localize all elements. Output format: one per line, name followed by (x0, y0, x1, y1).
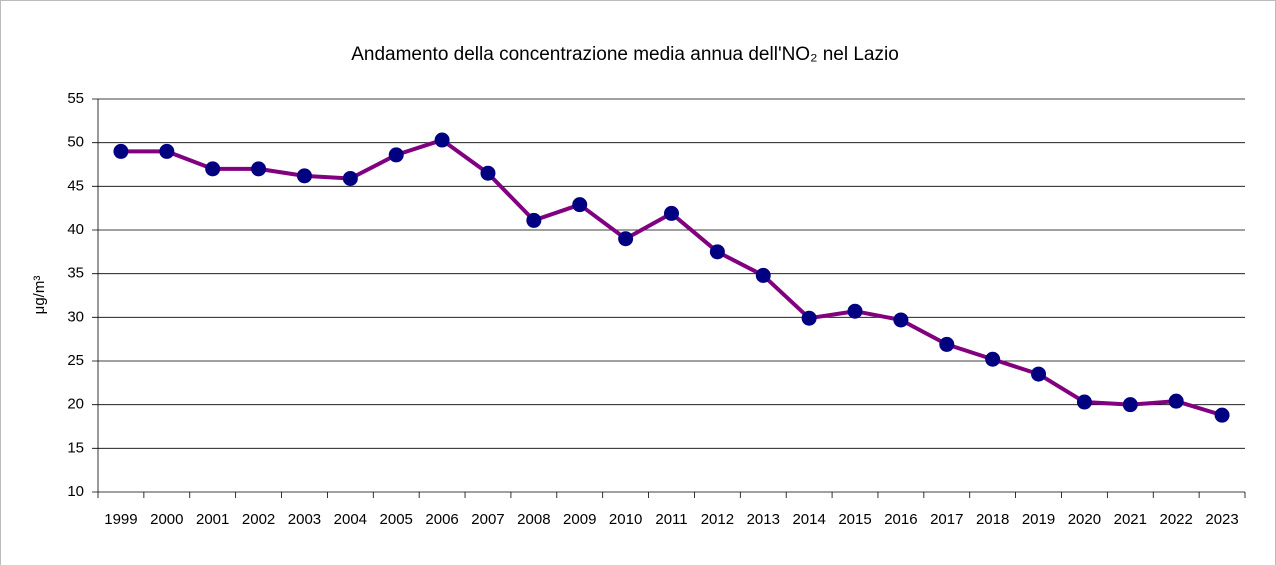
data-point (893, 312, 909, 328)
y-tick-label: 45 (67, 177, 84, 194)
x-tick-label: 2001 (196, 511, 229, 528)
data-line (120, 138, 1223, 418)
x-tick-label: 2019 (1022, 511, 1055, 528)
y-tick-label: 20 (67, 396, 84, 413)
data-point (296, 168, 312, 184)
x-tick-label: 2021 (1114, 511, 1147, 528)
data-point (985, 351, 1001, 367)
data-point (526, 212, 542, 228)
x-tick-label: 2005 (380, 511, 413, 528)
data-point (1168, 393, 1184, 409)
x-tick-label: 2018 (976, 511, 1009, 528)
data-point (755, 267, 771, 283)
data-point (1031, 366, 1047, 382)
x-tick-label: 2015 (838, 511, 871, 528)
x-tick-label: 2009 (563, 511, 596, 528)
data-point (1076, 394, 1092, 410)
data-point (480, 165, 496, 181)
x-tick-label: 2014 (792, 511, 825, 528)
x-tick-label: 2022 (1159, 511, 1192, 528)
y-tick-label: 10 (67, 483, 84, 500)
y-tick-label: 35 (67, 265, 84, 282)
y-tick-label: 40 (67, 221, 84, 238)
data-point (1122, 397, 1138, 413)
x-tick-label: 2008 (517, 511, 550, 528)
y-axis-label: μg/m³ (31, 276, 48, 315)
data-point (388, 147, 404, 163)
chart-title: Andamento della concentrazione media ann… (351, 44, 899, 65)
x-tick-label: 2016 (884, 511, 917, 528)
y-tick-label: 50 (67, 134, 84, 151)
x-tick-label: 2003 (288, 511, 321, 528)
x-tick-label: 2011 (655, 511, 687, 528)
x-tick-label: 2012 (701, 511, 734, 528)
x-tick-label: 2004 (334, 511, 367, 528)
data-point (618, 231, 634, 247)
x-tick-label: 2006 (425, 511, 458, 528)
x-tick-label: 2013 (747, 511, 780, 528)
data-point (1214, 407, 1230, 423)
x-tick-label: 1999 (104, 511, 137, 528)
data-point (709, 244, 725, 260)
data-point (113, 143, 129, 159)
data-point (434, 132, 450, 148)
data-point (342, 170, 358, 186)
x-tick-label: 2020 (1068, 511, 1101, 528)
data-point (159, 143, 175, 159)
y-tick-label: 25 (67, 352, 84, 369)
x-tick-label: 2000 (150, 511, 183, 528)
data-point (251, 161, 267, 177)
data-point (847, 303, 863, 319)
data-point (664, 205, 679, 221)
data-point (205, 161, 221, 177)
x-tick-label: 2010 (609, 511, 642, 528)
data-point (572, 197, 588, 213)
x-tick-label: 2002 (242, 511, 275, 528)
data-point (801, 310, 817, 326)
data-point (939, 336, 955, 352)
x-tick-label: 2017 (930, 511, 963, 528)
y-tick-label: 55 (67, 90, 84, 107)
x-tick-label: 2007 (471, 511, 504, 528)
y-tick-label: 15 (67, 439, 84, 456)
x-tick-label: 2023 (1205, 511, 1238, 528)
y-tick-label: 30 (67, 308, 84, 325)
